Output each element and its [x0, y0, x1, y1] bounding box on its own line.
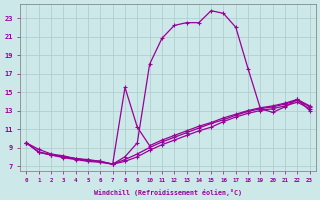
X-axis label: Windchill (Refroidissement éolien,°C): Windchill (Refroidissement éolien,°C): [94, 189, 242, 196]
